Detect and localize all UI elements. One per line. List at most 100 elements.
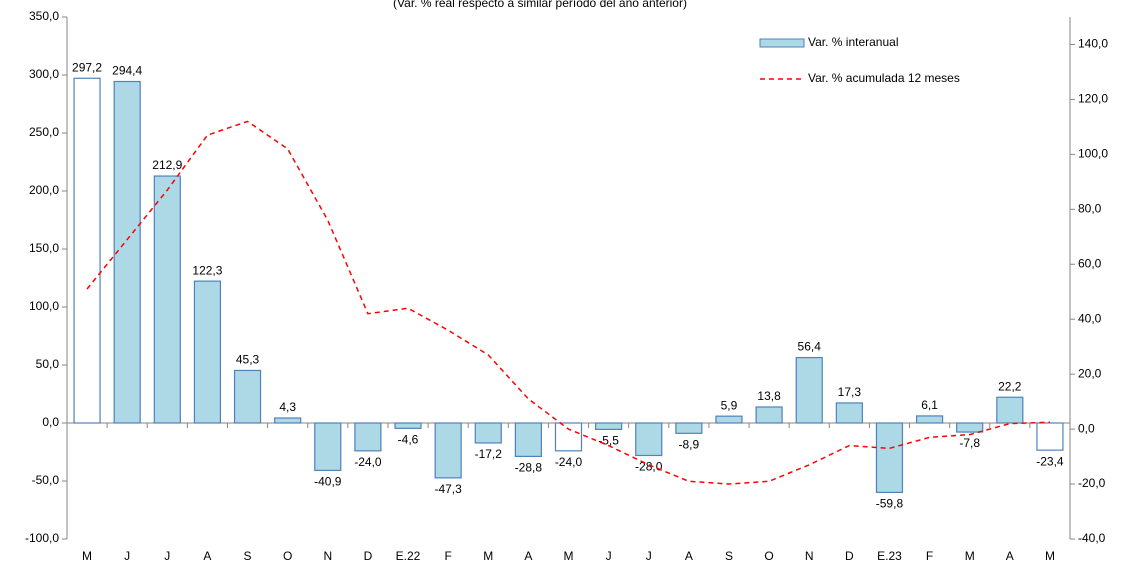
y-tick-label: 350,0 (29, 9, 59, 23)
bar (755, 406, 783, 424)
bar (795, 356, 823, 424)
value-label: -59,8 (876, 497, 904, 511)
value-label: -17,2 (475, 447, 503, 461)
value-label: -24,0 (354, 455, 382, 469)
x-tick-label: O (764, 549, 773, 563)
bar (193, 280, 222, 424)
value-label: 212,9 (152, 158, 182, 172)
y2-tick-label: 140,0 (1078, 37, 1108, 51)
x-tick-label: A (1006, 549, 1014, 563)
bar (675, 422, 703, 434)
value-label: 297,2 (72, 60, 102, 74)
x-tick-label: J (606, 549, 612, 563)
chart-subtitle: (Var. % real respecto a similar período … (393, 0, 687, 10)
bar (835, 402, 863, 424)
y-tick-label: 100,0 (29, 299, 59, 313)
x-tick-label: A (685, 549, 693, 563)
x-tick-label: M (564, 549, 574, 563)
bar (73, 77, 101, 424)
y2-tick-label: 40,0 (1078, 311, 1102, 325)
x-tick-label: S (725, 549, 733, 563)
y2-tick-label: -40,0 (1078, 531, 1106, 545)
value-label: -28,8 (515, 461, 543, 475)
bar (915, 415, 944, 424)
value-label: 6,1 (921, 398, 938, 412)
bar (554, 422, 583, 452)
y2-tick-label: 60,0 (1078, 256, 1102, 270)
value-label: -24,0 (555, 455, 583, 469)
y2-tick-label: -20,0 (1078, 476, 1106, 490)
value-label: -7,8 (959, 436, 980, 450)
bar (956, 422, 984, 433)
bar (354, 422, 382, 452)
y2-tick-label: 120,0 (1078, 92, 1108, 106)
bar (153, 175, 181, 424)
y2-tick-label: 80,0 (1078, 201, 1102, 215)
x-tick-label: D (845, 549, 854, 563)
line (86, 120, 1050, 485)
y-tick-label: 200,0 (29, 183, 59, 197)
bar (514, 422, 542, 458)
bar (1036, 422, 1064, 451)
value-label: -4,6 (398, 433, 419, 447)
legend-label: Var. % interanual (808, 35, 899, 49)
value-label: 5,9 (721, 398, 738, 412)
y-tick-label: 300,0 (29, 67, 59, 81)
bar (434, 422, 462, 479)
value-label: -28,0 (635, 460, 663, 474)
bar (113, 80, 141, 424)
y-tick-label: 50,0 (36, 357, 60, 371)
bar (474, 422, 502, 444)
x-tick-label: M (483, 549, 493, 563)
y2-tick-label: 20,0 (1078, 366, 1102, 380)
x-tick-label: E.23 (877, 549, 902, 563)
bar (875, 422, 904, 493)
x-tick-label: N (805, 549, 814, 563)
y-tick-label: -50,0 (32, 473, 60, 487)
x-tick-label: S (244, 549, 252, 563)
value-label: 4,3 (279, 400, 296, 414)
x-tick-label: D (364, 549, 373, 563)
y2-tick-label: 0,0 (1078, 421, 1095, 435)
value-label: 13,8 (757, 389, 781, 403)
value-label: 17,3 (838, 385, 862, 399)
bar (996, 396, 1024, 424)
legend-label: Var. % acumulada 12 meses (808, 71, 960, 85)
bar (274, 417, 302, 424)
y-tick-label: 0,0 (42, 415, 59, 429)
x-tick-label: E.22 (396, 549, 421, 563)
y-tick-label: 250,0 (29, 125, 59, 139)
bar (394, 422, 422, 429)
bar (635, 422, 663, 457)
value-label: -23,4 (1036, 454, 1064, 468)
x-tick-label: O (283, 549, 292, 563)
value-label: 22,2 (998, 379, 1022, 393)
legend-swatch (759, 38, 805, 48)
value-label: 45,3 (236, 353, 260, 367)
x-tick-label: J (124, 549, 130, 563)
value-label: 294,4 (112, 64, 142, 78)
x-tick-label: A (524, 549, 532, 563)
x-tick-label: M (82, 549, 92, 563)
x-tick-label: J (164, 549, 170, 563)
y2-tick-label: 100,0 (1078, 147, 1108, 161)
bar (715, 415, 743, 424)
x-tick-label: M (965, 549, 975, 563)
value-label: -40,9 (314, 475, 342, 489)
value-label: 122,3 (192, 263, 222, 277)
bar (595, 422, 623, 430)
y-tick-label: -100,0 (25, 531, 59, 545)
x-tick-label: J (646, 549, 652, 563)
bar (314, 422, 342, 472)
value-label: -8,9 (679, 437, 700, 451)
x-tick-label: N (323, 549, 332, 563)
bar (233, 369, 262, 424)
x-tick-label: A (203, 549, 211, 563)
value-label: -47,3 (434, 482, 462, 496)
y-tick-label: 150,0 (29, 241, 59, 255)
x-tick-label: M (1045, 549, 1055, 563)
x-tick-label: F (926, 549, 933, 563)
value-label: 56,4 (798, 340, 822, 354)
x-tick-label: F (444, 549, 451, 563)
